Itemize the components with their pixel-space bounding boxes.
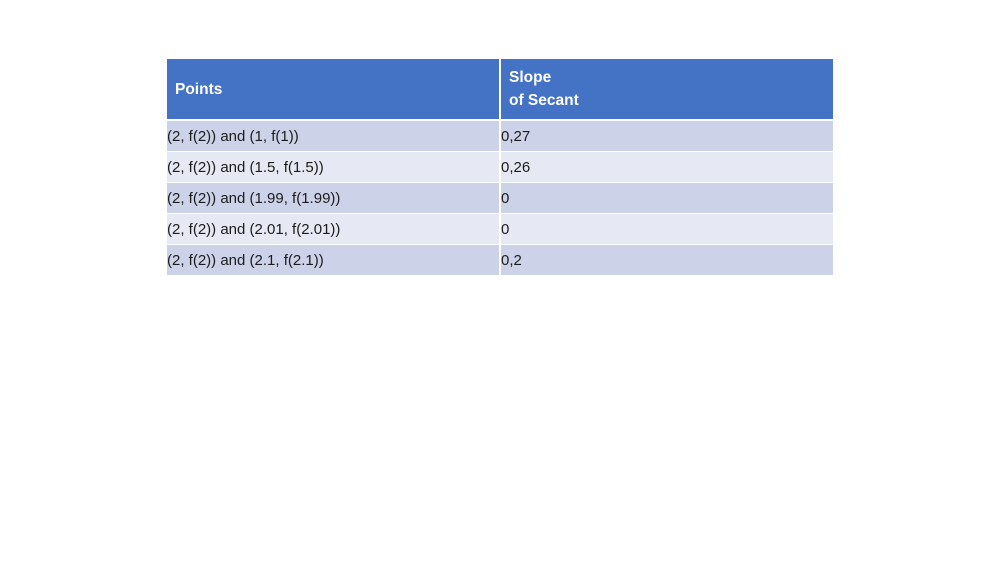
table-body: (2, f(2)) and (1, f(1)) 0,27 (2, f(2)) a…	[167, 120, 833, 275]
column-header-slope: Slope of Secant	[500, 59, 833, 121]
secant-slope-table: Points Slope of Secant (2, f(2)) and (1,…	[167, 59, 833, 275]
cell-points: (2, f(2)) and (2.1, f(2.1))	[167, 244, 501, 275]
cell-slope: 0,27	[500, 120, 833, 152]
cell-slope: 0	[500, 182, 833, 214]
column-header-points-line-1: Points	[175, 80, 223, 98]
column-header-slope-line-2: of Secant	[509, 92, 579, 109]
table-header: Points Slope of Secant	[167, 59, 833, 121]
cell-slope: 0,2	[500, 244, 833, 275]
cell-slope: 0,26	[500, 151, 833, 183]
table-header-row: Points Slope of Secant	[167, 59, 833, 121]
cell-points: (2, f(2)) and (1.5, f(1.5))	[167, 151, 501, 183]
table-row: (2, f(2)) and (1.99, f(1.99)) 0	[167, 182, 833, 214]
cell-slope: 0	[500, 213, 833, 245]
table-row: (2, f(2)) and (1.5, f(1.5)) 0,26	[167, 151, 833, 183]
column-header-points: Points	[167, 59, 501, 121]
cell-points: (2, f(2)) and (2.01, f(2.01))	[167, 213, 501, 245]
cell-points: (2, f(2)) and (1.99, f(1.99))	[167, 182, 501, 214]
table-row: (2, f(2)) and (2.01, f(2.01)) 0	[167, 213, 833, 245]
table-row: (2, f(2)) and (1, f(1)) 0,27	[167, 120, 833, 152]
column-header-slope-line-1: Slope	[509, 69, 552, 86]
cell-points: (2, f(2)) and (1, f(1))	[167, 120, 501, 152]
table-row: (2, f(2)) and (2.1, f(2.1)) 0,2	[167, 244, 833, 275]
